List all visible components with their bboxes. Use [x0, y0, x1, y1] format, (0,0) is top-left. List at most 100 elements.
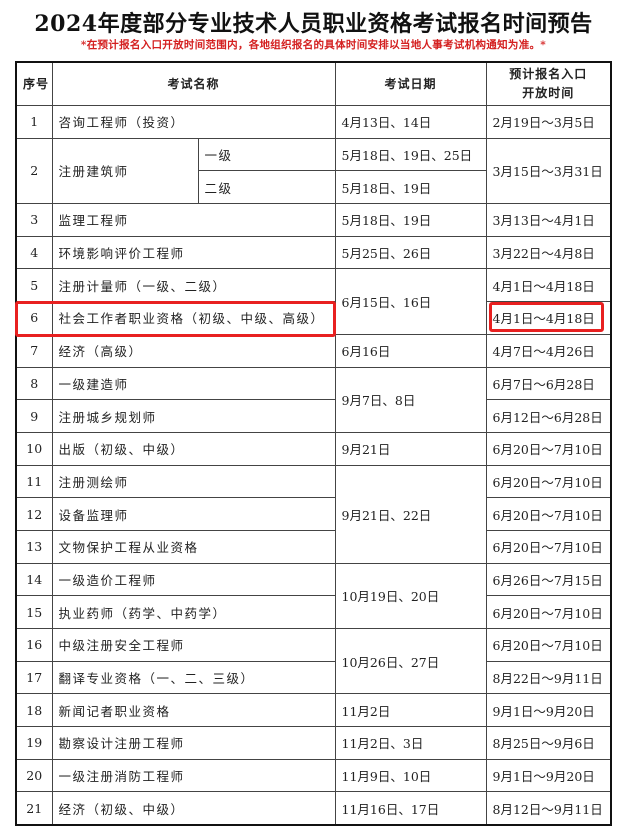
open-time-cell: 6月20日～7月10日 — [485, 595, 612, 629]
exam-level-cell: 二级 — [197, 170, 336, 205]
open-time-cell: 8月12日～9月11日 — [485, 791, 612, 826]
exam-name-cell: 一级造价工程师 — [51, 562, 336, 597]
exam-date-cell: 9月21日 — [334, 431, 487, 466]
exam-date-cell: 11月2日、3日 — [334, 726, 487, 760]
open-time-cell: 6月20日～7月10日 — [485, 497, 612, 531]
exam-date-cell: 11月16日、17日 — [334, 791, 487, 826]
open-time-cell: 2月19日～3月5日 — [485, 105, 612, 139]
seq-cell: 19 — [15, 726, 53, 760]
open-time-cell: 6月7日～6月28日 — [485, 366, 612, 401]
table-row: 21 经济（初级、中级） 11月16日、17日 8月12日～9月11日 — [15, 791, 612, 826]
exam-name-cell: 注册计量师（一级、二级） — [51, 268, 336, 303]
seq-cell: 9 — [15, 399, 53, 433]
exam-name-cell: 一级注册消防工程师 — [51, 758, 336, 793]
seq-cell: 4 — [15, 235, 53, 270]
table-row: 1 咨询工程师（投资） 4月13日、14日 2月19日～3月5日 — [15, 105, 612, 139]
table-row: 15 执业药师（药学、中药学） 6月20日～7月10日 — [15, 595, 612, 629]
seq-cell: 3 — [15, 203, 53, 237]
exam-name-cell: 注册测绘师 — [51, 464, 336, 499]
exam-date-cell: 11月2日 — [334, 693, 487, 728]
header-name: 考试名称 — [51, 61, 336, 106]
exam-date-cell: 10月26日、27日 — [334, 627, 487, 695]
table-row: 19 勘察设计注册工程师 11月2日、3日 8月25日～9月6日 — [15, 726, 612, 760]
table-row: 11 注册测绘师 9月21日、22日 6月20日～7月10日 — [15, 464, 612, 564]
open-time-cell: 6月20日～7月10日 — [485, 628, 612, 662]
seq-cell: 12 — [15, 497, 53, 531]
seq-cell: 1 — [15, 105, 53, 139]
table-row: 18 新闻记者职业资格 11月2日 9月1日～9月20日 — [15, 693, 612, 728]
open-time-cell: 6月20日～7月10日 — [485, 464, 612, 499]
open-time-cell: 6月20日～7月10日 — [485, 529, 612, 564]
exam-date-cell: 9月21日、22日 — [334, 464, 487, 564]
open-time-cell: 6月20日～7月10日 — [485, 431, 612, 466]
exam-date-cell: 5月18日、19日 — [334, 170, 487, 205]
open-time-cell: 6月26日～7月15日 — [485, 562, 612, 597]
open-time-cell: 3月15日～3月31日 — [485, 137, 612, 205]
open-time-cell: 6月12日～6月28日 — [485, 399, 612, 433]
seq-cell: 7 — [15, 333, 53, 368]
exam-name-cell: 执业药师（药学、中药学） — [51, 595, 336, 629]
open-time-cell: 3月13日～4月1日 — [485, 203, 612, 237]
seq-cell: 13 — [15, 529, 53, 564]
table-row: 14 一级造价工程师 10月19日、20日 6月26日～7月15日 — [15, 562, 612, 630]
table-row: 8 一级建造师 9月7日、8日 6月7日～6月28日 — [15, 366, 612, 433]
table-row: 4 环境影响评价工程师 5月25日、26日 3月22日～4月8日 — [15, 235, 612, 270]
exam-date-cell: 6月15日、16日 — [334, 268, 487, 335]
exam-name-cell: 监理工程师 — [51, 203, 336, 237]
seq-cell: 16 — [15, 628, 53, 662]
open-time-cell: 4月7日～4月26日 — [485, 333, 612, 368]
seq-cell: 21 — [15, 791, 53, 826]
open-time-cell: 9月1日～9月20日 — [485, 758, 612, 793]
open-time-cell: 3月22日～4月8日 — [485, 235, 612, 270]
seq-cell: 2 — [15, 137, 53, 205]
exam-name-cell: 文物保护工程从业资格 — [51, 529, 336, 564]
table-row: 10 出版（初级、中级） 9月21日 6月20日～7月10日 — [15, 431, 612, 466]
table-row: 16 中级注册安全工程师 10月26日、27日 6月20日～7月10日 — [15, 627, 612, 695]
seq-cell: 8 — [15, 366, 53, 401]
table-row: 2 注册建筑师 一级 5月18日、19日、25日 3月15日～3月31日 — [15, 137, 612, 205]
exam-name-cell: 一级建造师 — [51, 366, 336, 401]
exam-date-cell: 5月18日、19日、25日 — [334, 137, 487, 172]
table-row: 12 设备监理师 6月20日～7月10日 — [15, 497, 612, 531]
header-seq: 序号 — [15, 61, 53, 106]
exam-date-cell: 11月9日、10日 — [334, 758, 487, 793]
exam-name-cell: 翻译专业资格（一、二、三级） — [51, 660, 336, 695]
open-time-cell: 8月22日～9月11日 — [485, 660, 612, 695]
seq-cell: 10 — [15, 431, 53, 466]
seq-cell: 18 — [15, 693, 53, 728]
exam-name-cell: 经济（高级） — [51, 333, 336, 368]
exam-date-cell: 10月19日、20日 — [334, 562, 487, 630]
exam-name-cell: 经济（初级、中级） — [51, 791, 336, 826]
highlight-box-row6-name — [15, 301, 336, 337]
notice-text: *在预计报名入口开放时间范围内，各地组织报名的具体时间安排以当地人事考试机构通知… — [80, 39, 547, 51]
seq-cell: 11 — [15, 464, 53, 499]
exam-name-cell: 环境影响评价工程师 — [51, 235, 336, 270]
seq-cell: 20 — [15, 758, 53, 793]
exam-date-cell: 9月7日、8日 — [334, 366, 487, 433]
exam-name-cell: 中级注册安全工程师 — [51, 628, 336, 662]
open-time-cell: 8月25日～9月6日 — [485, 726, 612, 760]
exam-name-cell: 新闻记者职业资格 — [51, 693, 336, 728]
open-time-cell: 9月1日～9月20日 — [485, 693, 612, 728]
exam-date-cell: 6月16日 — [334, 333, 487, 368]
table-row: 二级 5月18日、19日 — [16, 170, 611, 205]
seq-cell: 17 — [15, 660, 53, 695]
exam-date-cell: 5月18日、19日 — [334, 203, 487, 237]
exam-schedule-table: 序号 考试名称 考试日期 预计报名入口 开放时间 1 咨询工程师（投资） 4月13日… — [15, 61, 613, 827]
open-time-cell: 4月1日～4月18日 — [485, 268, 612, 303]
header-date: 考试日期 — [334, 61, 487, 106]
exam-level-cell: 一级 — [197, 137, 336, 172]
exam-name-cell: 注册城乡规划师 — [51, 399, 336, 433]
page-title: 2024年度部分专业技术人员职业资格考试报名时间预告 — [34, 11, 593, 37]
table-row: 17 翻译专业资格（一、二、三级） 8月22日～9月11日 — [15, 660, 612, 695]
exam-name-cell: 出版（初级、中级） — [51, 431, 336, 466]
exam-name-cell: 咨询工程师（投资） — [51, 105, 336, 139]
table-row: 3 监理工程师 5月18日、19日 3月13日～4月1日 — [15, 203, 612, 237]
header-open: 预计报名入口 开放时间 — [485, 61, 612, 106]
seq-cell: 15 — [15, 595, 53, 629]
exam-date-cell: 5月25日、26日 — [334, 235, 487, 270]
table-row: 20 一级注册消防工程师 11月9日、10日 9月1日～9月20日 — [15, 758, 612, 793]
table-header-row: 序号 考试名称 考试日期 预计报名入口 开放时间 — [15, 61, 612, 106]
exam-name-cell: 设备监理师 — [51, 497, 336, 531]
exam-name-cell: 注册建筑师 — [51, 137, 199, 205]
